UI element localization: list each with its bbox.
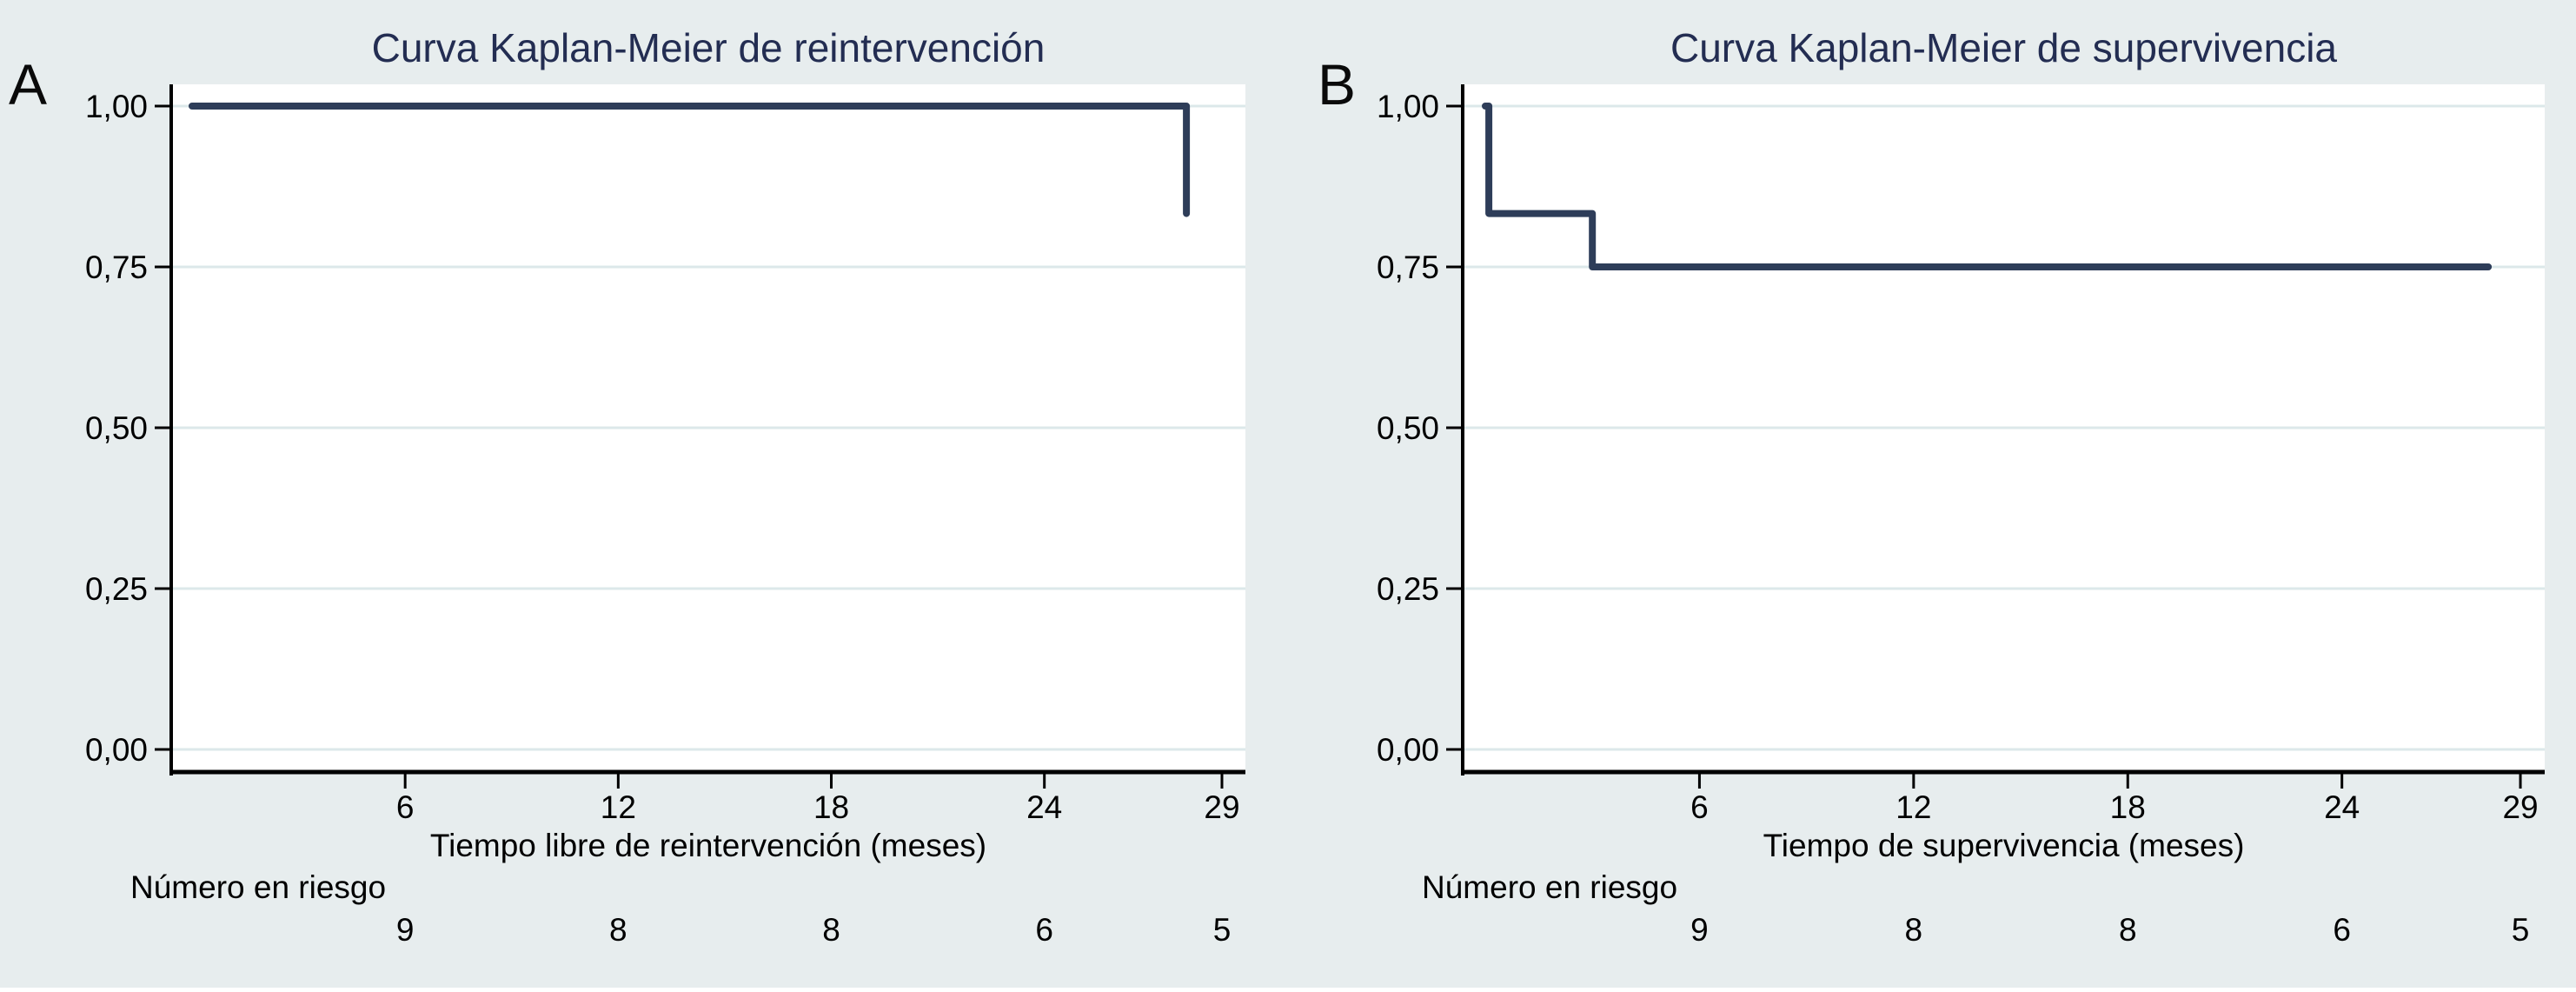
panel-a-risk-count: 5 <box>1213 912 1232 948</box>
panel-b-x-tick-label: 6 <box>1690 789 1709 825</box>
panel-b-survival-curve <box>1482 103 2493 270</box>
panel-a-x-tick-label: 18 <box>813 789 849 825</box>
panel-b-risk-count: 5 <box>2512 912 2530 948</box>
panel-a-risk-label: Número en riesgo <box>130 869 387 905</box>
panel-b-risk-count: 9 <box>1690 912 1709 948</box>
panel-a-x-tick-label: 6 <box>396 789 415 825</box>
panel-a-title: Curva Kaplan-Meier de reintervención <box>371 25 1046 70</box>
panel-a-risk-count: 8 <box>822 912 840 948</box>
panel-a-y-tick-label: 0,00 <box>85 732 148 768</box>
panel-a-y-tick-label: 0,75 <box>85 250 148 285</box>
panel-b-y-tick-label: 0,75 <box>1377 250 1439 285</box>
panel-b-xaxis-label: Tiempo de supervivencia (meses) <box>1763 828 2245 863</box>
panel-a-risk-count: 6 <box>1035 912 1053 948</box>
panel-b-y-tick-label: 1,00 <box>1377 89 1439 124</box>
panel-b-risk-count: 8 <box>2119 912 2137 948</box>
panel-b-risk-count: 8 <box>1905 912 1923 948</box>
panel-b-x-tick-label: 29 <box>2502 789 2538 825</box>
panel-a-xaxis-label: Tiempo libre de reintervención (meses) <box>429 828 987 863</box>
panel-b-title: Curva Kaplan-Meier de supervivencia <box>1670 25 2338 70</box>
panel-b-y-tick-label: 0,25 <box>1377 571 1439 607</box>
panel-a-y-tick-label: 0,50 <box>85 410 148 446</box>
panel-b-x-tick-label: 18 <box>2110 789 2146 825</box>
panel-b-letter: B <box>1318 52 1357 117</box>
panel-a-x-tick-label: 29 <box>1204 789 1239 825</box>
panel-a-x-tick-label: 12 <box>601 789 636 825</box>
panel-b-risk-count: 6 <box>2333 912 2351 948</box>
panel-b-y-tick-label: 0,50 <box>1377 410 1439 446</box>
panel-b-risk-label: Número en riesgo <box>1422 869 1678 905</box>
panel-a-x-tick-label: 24 <box>1026 789 1062 825</box>
panel-a-y-tick-label: 0,25 <box>85 571 148 607</box>
panel-a-risk-count: 8 <box>609 912 627 948</box>
panel-a-y-tick-label: 1,00 <box>85 89 148 124</box>
panel-a-letter: A <box>9 52 48 117</box>
panel-a-risk-count: 9 <box>396 912 415 948</box>
panel-b-y-tick-label: 0,00 <box>1377 732 1439 768</box>
panel-a-survival-curve <box>189 103 1191 217</box>
panel-b-x-tick-label: 24 <box>2324 789 2360 825</box>
panel-b-x-tick-label: 12 <box>1895 789 1931 825</box>
bottom-edge-strip <box>0 988 2576 992</box>
